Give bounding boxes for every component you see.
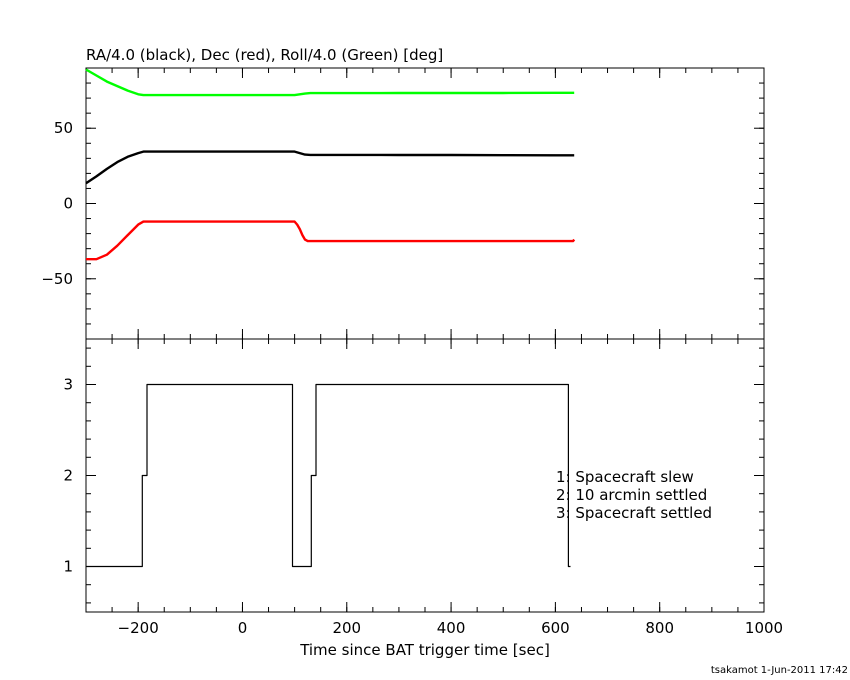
footer-stamp: tsakamot 1-Jun-2011 17:42: [711, 665, 848, 676]
x-axis-label: Time since BAT trigger time [sec]: [299, 641, 550, 659]
bottom-y-tick-label: 3: [63, 376, 73, 394]
x-tick-labels: −200 0 200 400 600 800 1000: [118, 619, 784, 637]
x-tick-label: 400: [437, 619, 466, 637]
x-tick-label: 200: [332, 619, 361, 637]
x-tick-label: 0: [238, 619, 248, 637]
top-series-group: [85, 68, 576, 261]
status-annotation: 2: 10 arcmin settled: [556, 486, 707, 504]
bottom-y-tick-labels: 1 2 3: [63, 376, 73, 576]
bottom-series-line-0: [86, 383, 571, 568]
top-y-tick-labels: −50 0 50: [41, 119, 73, 288]
x-tick-label: 800: [645, 619, 674, 637]
bottom-y-tick-label: 1: [63, 558, 73, 576]
top-axis-ticks: [85, 67, 765, 340]
x-tick-label: 1000: [745, 619, 783, 637]
top-y-tick-label: 0: [63, 195, 73, 213]
top-plot-frame: [85, 67, 765, 340]
status-annotation: 1: Spacecraft slew: [556, 468, 694, 486]
bottom-y-tick-label: 2: [63, 467, 73, 485]
x-tick-label: −200: [118, 619, 159, 637]
top-y-tick-label: 50: [54, 119, 73, 137]
top-series-line-roll-4-0: [85, 68, 575, 97]
top-y-tick-label: −50: [41, 270, 73, 288]
x-tick-label: 600: [541, 619, 570, 637]
status-annotation: 3: Spacecraft settled: [556, 504, 712, 522]
bottom-series-group: [86, 383, 571, 568]
top-series-line-ra-4-0: [85, 150, 575, 185]
chart-title: RA/4.0 (black), Dec (red), Roll/4.0 (Gre…: [86, 46, 443, 64]
top-series-line-dec: [86, 220, 576, 261]
top-panel: −50 0 50: [41, 67, 765, 340]
